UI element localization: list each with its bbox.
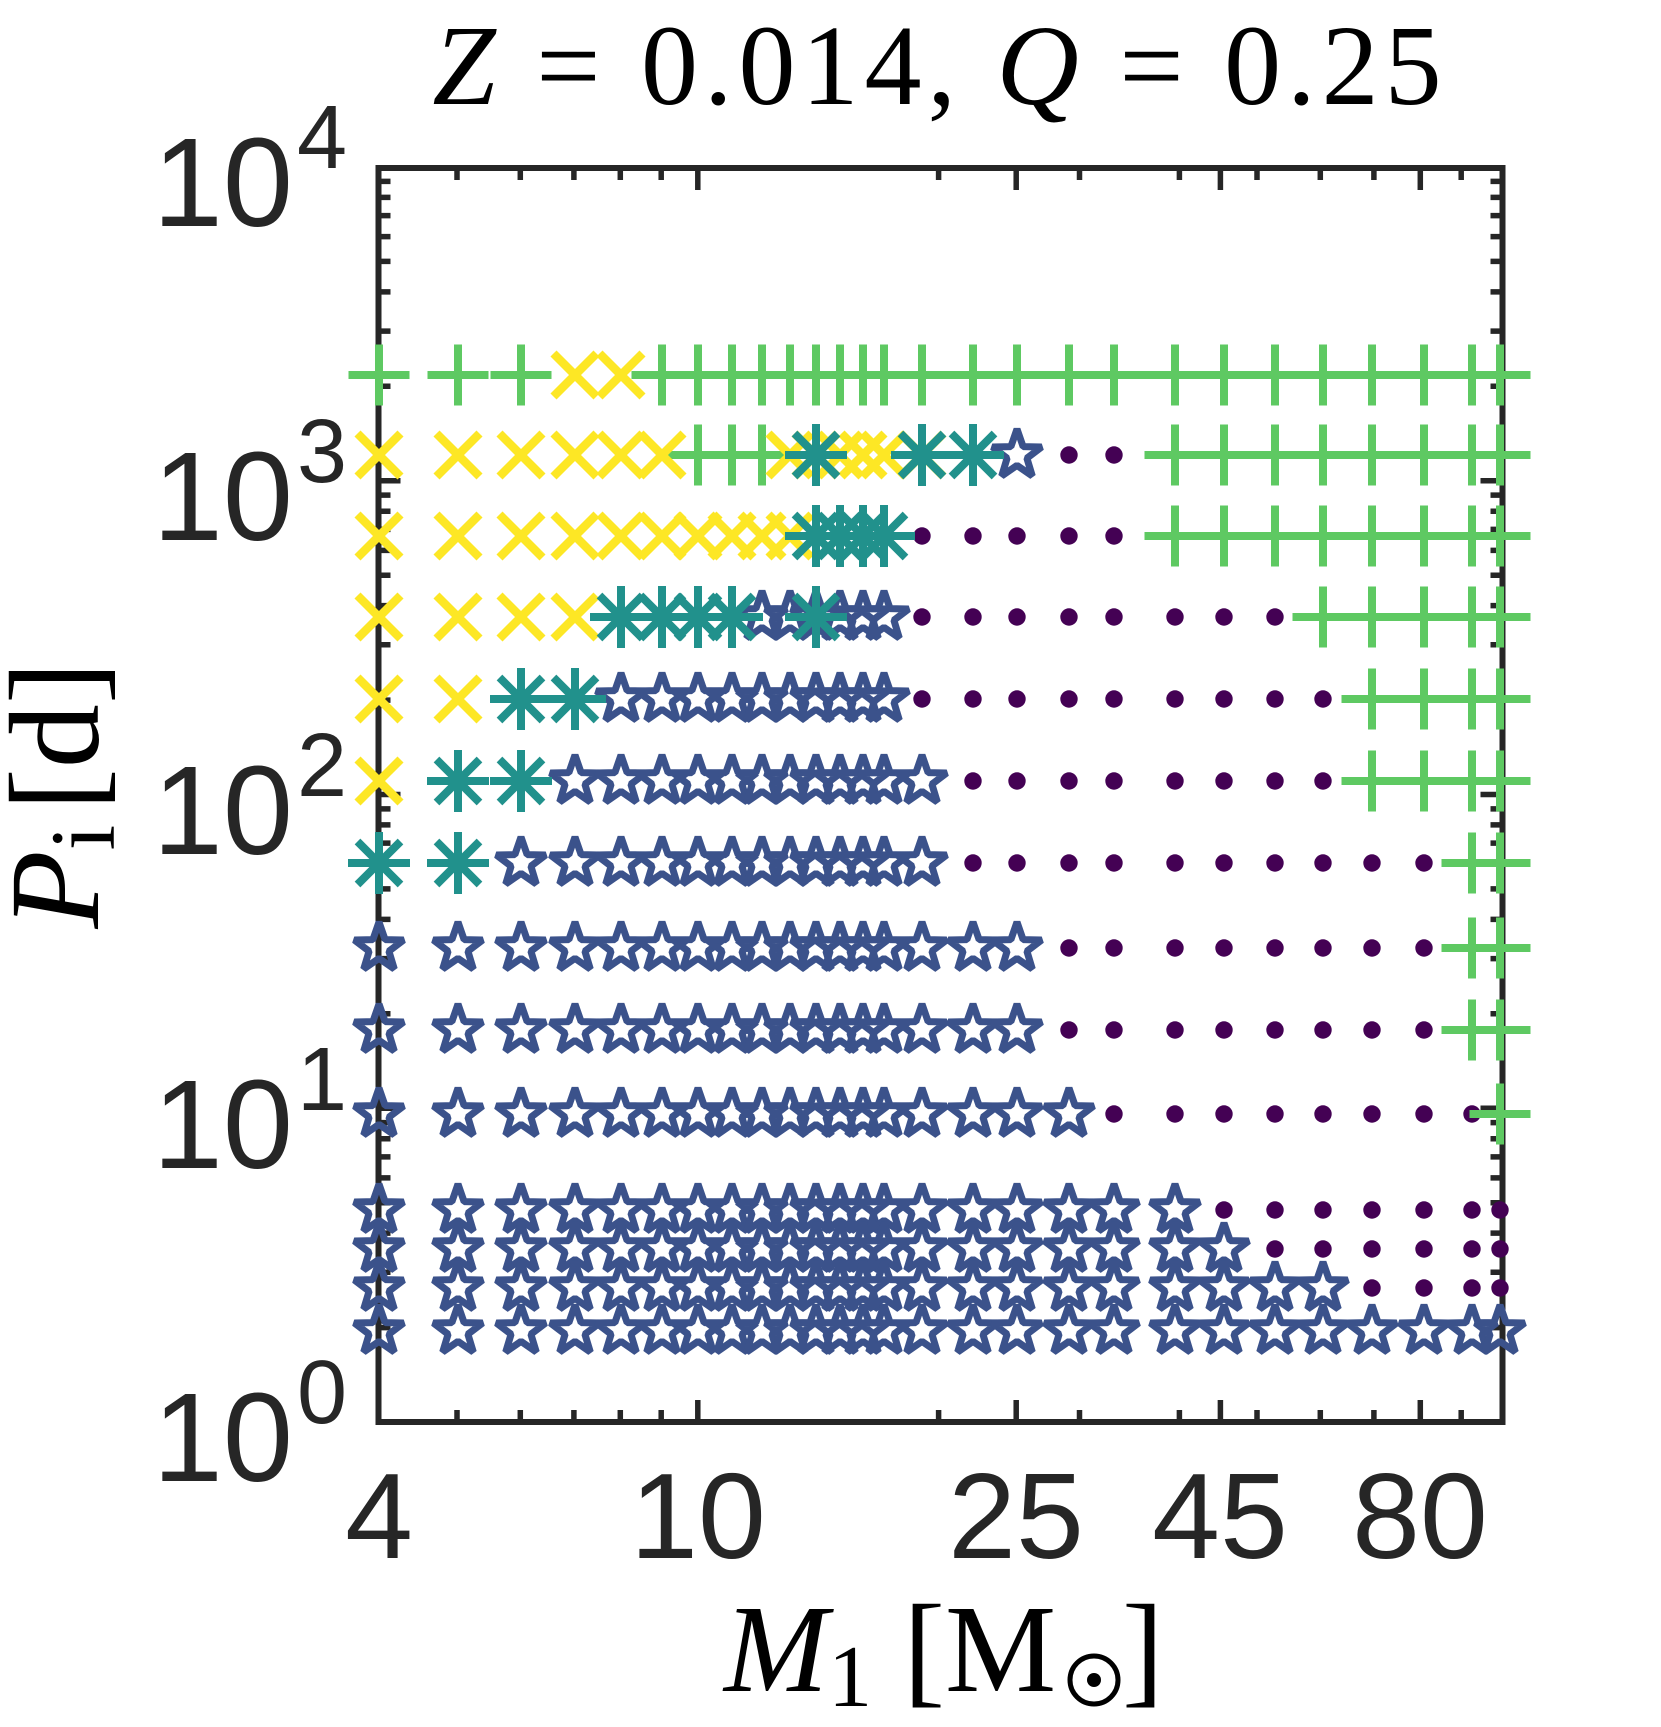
svg-text:Z = 0.014, Q = 0.25: Z = 0.014, Q = 0.25: [432, 2, 1447, 129]
svg-text:102: 102: [153, 716, 347, 881]
svg-text:80: 80: [1352, 1448, 1488, 1584]
svg-text:104: 104: [153, 88, 347, 253]
svg-text:4: 4: [345, 1448, 413, 1584]
svg-text:M1 [M: M1 [M: [722, 1581, 1056, 1726]
svg-text:25: 25: [948, 1448, 1084, 1584]
svg-text:45: 45: [1152, 1448, 1288, 1584]
svg-text:10: 10: [630, 1448, 766, 1584]
svg-text:Pi[d]: Pi[d]: [0, 662, 134, 930]
svg-text:]: ]: [1122, 1581, 1164, 1719]
